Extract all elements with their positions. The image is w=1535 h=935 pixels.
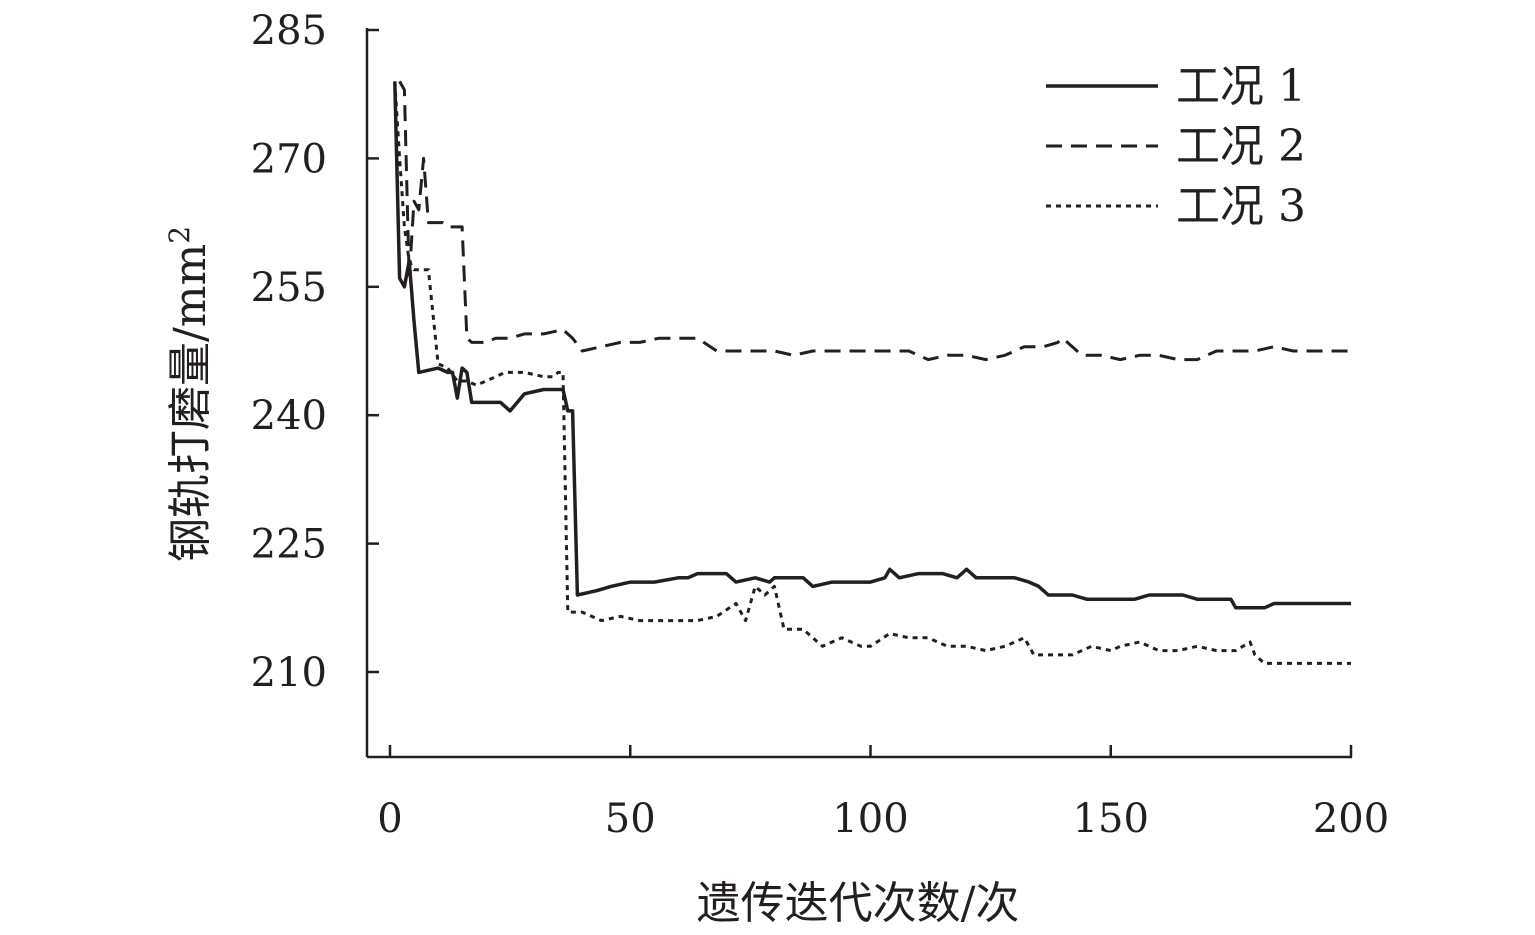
x-tick-label: 200 bbox=[1313, 796, 1389, 842]
legend-label-3: 工况 3 bbox=[1176, 181, 1306, 232]
y-tick-label: 285 bbox=[251, 8, 327, 54]
series-line-1 bbox=[393, 81, 1351, 610]
y-tick-label: 270 bbox=[251, 136, 327, 182]
x-axis-title: 遗传迭代次数/次 bbox=[697, 878, 1020, 929]
y-tick-label: 240 bbox=[251, 393, 327, 439]
plot-area bbox=[393, 80, 1351, 665]
y-axis-title-text: 钢轨打磨量/mm bbox=[165, 244, 216, 562]
x-tick-label: 100 bbox=[832, 796, 908, 842]
series-line-2 bbox=[398, 80, 1351, 362]
y-axis-title-superscript: 2 bbox=[163, 226, 196, 244]
legend-label-1: 工况 1 bbox=[1176, 61, 1306, 112]
y-tick-label: 225 bbox=[251, 522, 327, 568]
x-tick-label: 150 bbox=[1073, 796, 1149, 842]
axes: 210 225 240 255 270 285 0 50 100 150 200 bbox=[251, 8, 1390, 842]
y-axis-title: 钢轨打磨量/mm2 bbox=[163, 226, 216, 562]
x-tick-label: 0 bbox=[377, 796, 402, 842]
legend: 工况 1 工况 2 工况 3 bbox=[1046, 61, 1306, 232]
series-line-3 bbox=[393, 81, 1351, 665]
x-tick-label: 50 bbox=[605, 796, 656, 842]
y-tick-label: 255 bbox=[251, 265, 327, 311]
legend-label-2: 工况 2 bbox=[1176, 121, 1306, 172]
y-tick-label: 210 bbox=[251, 650, 327, 696]
